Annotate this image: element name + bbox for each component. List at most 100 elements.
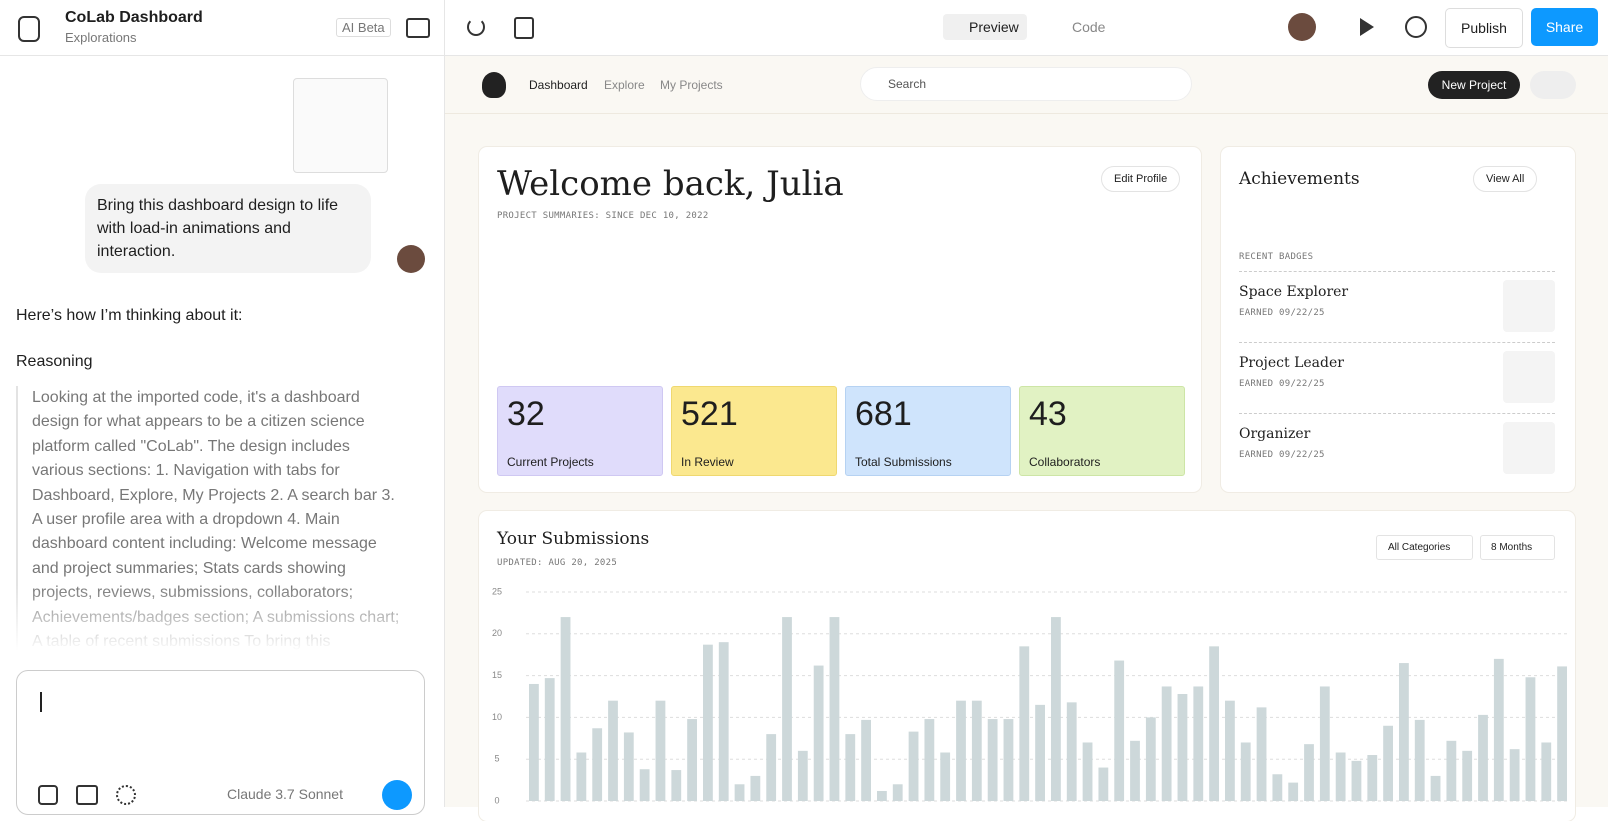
bar [529,683,539,801]
welcome-subtitle: PROJECT SUMMARIES: SINCE DEC 10, 2022 [497,211,709,221]
bar [892,784,903,801]
view-all-button[interactable]: View All [1473,166,1538,192]
bar [1035,704,1045,801]
user-avatar [397,245,425,273]
bar [544,678,555,801]
bar [687,719,697,801]
badge-icon [1503,422,1555,474]
badge-name: Project Leader [1239,355,1344,371]
stat-label: In Review [681,455,734,469]
bar [797,750,808,801]
bar [1272,774,1283,801]
stat-value: 681 [855,395,912,433]
stat-value: 43 [1029,395,1067,433]
bar [1145,717,1156,801]
bar [734,784,745,801]
bar [1256,707,1267,801]
bar [1509,749,1520,801]
refresh[interactable] [467,18,485,36]
bar [560,617,571,801]
bar [655,700,666,801]
bar [1351,760,1362,801]
bar [1003,719,1014,801]
code-tab[interactable]: Code [1072,19,1106,35]
new-project-button[interactable]: New Project [1428,71,1520,99]
reasoning-toggle[interactable]: Reasoning [16,353,93,370]
bar [592,728,603,801]
bar [1493,658,1504,801]
stat-card: 681 Total Submissions [845,386,1011,476]
avatar[interactable] [1288,13,1316,41]
stat-label: Current Projects [507,455,594,469]
y-tick-label: 5 [494,754,499,764]
bar [845,734,856,801]
bar [608,700,618,801]
stat-label: Total Submissions [855,455,952,469]
file-title[interactable]: CoLab Dashboard [65,9,203,26]
badge-earned: EARNED 09/22/25 [1239,379,1325,389]
bar [940,752,951,801]
bar [1114,660,1125,801]
profile-menu[interactable] [1530,71,1576,99]
bar [782,617,792,801]
bar [1288,782,1299,801]
user-message: Bring this dashboard design to life with… [85,184,371,273]
send-button[interactable] [382,780,412,810]
y-tick-label: 0 [494,795,499,805]
category-filter[interactable]: All Categories [1376,535,1474,560]
bar [813,665,824,801]
model-select[interactable]: Claude 3.7 Sonnet [227,786,343,802]
file-subtitle: Explorations [65,30,137,45]
bar [956,700,966,801]
badge-earned: EARNED 09/22/25 [1239,308,1325,318]
nav-link[interactable]: Explore [604,78,645,92]
bar [639,769,650,801]
ai-badge: AI Beta [336,18,391,37]
app-nav [445,56,1608,114]
bar [1019,646,1030,801]
bar [1130,740,1140,801]
bar [1462,750,1473,801]
bar [829,617,840,801]
bar [877,790,887,801]
share-button[interactable]: Share [1531,8,1598,46]
nav-link[interactable]: Dashboard [529,78,588,92]
range-filter[interactable]: 8 Months [1480,535,1556,560]
publish-button[interactable]: Publish [1445,8,1523,48]
badge-row[interactable]: Project Leader EARNED 09/22/25 [1239,342,1555,413]
bar [1098,767,1109,801]
stat-card: 43 Collaborators [1019,386,1185,476]
settings[interactable] [1405,16,1427,38]
search[interactable]: Search [860,67,1192,101]
figma-icon[interactable] [18,16,40,42]
stat-card: 32 Current Projects [497,386,663,476]
bar [1161,686,1172,801]
badge-row[interactable]: Organizer EARNED 09/22/25 [1239,413,1555,484]
bar [1335,752,1346,801]
bar [1525,677,1536,801]
sidebar-toggle[interactable] [406,18,430,38]
submissions-chart: 0 5 10 15 20 25 [492,586,1570,805]
cursor [40,692,42,712]
bar [924,719,935,801]
select-tool[interactable] [116,785,136,805]
bar [1430,775,1441,801]
bar [1478,714,1488,801]
nav-link[interactable]: My Projects [660,78,723,92]
play[interactable] [1360,18,1374,36]
add-figma[interactable] [38,785,58,805]
badge-row[interactable]: Space Explorer EARNED 09/22/25 [1239,271,1555,342]
bar [623,732,634,801]
app-logo[interactable] [482,72,506,98]
top-bar [0,0,1608,56]
reasoning-text: Looking at the imported code, it's a das… [16,386,405,651]
y-tick-label: 20 [492,628,502,638]
edit-profile-button[interactable]: Edit Profile [1101,166,1181,192]
attachment-thumbnail[interactable] [293,78,388,173]
divider [444,0,445,807]
add-image[interactable] [76,785,98,805]
preview-tab[interactable]: Preview [943,14,1027,40]
layout-toggle[interactable] [514,17,534,39]
bar [1209,646,1219,801]
